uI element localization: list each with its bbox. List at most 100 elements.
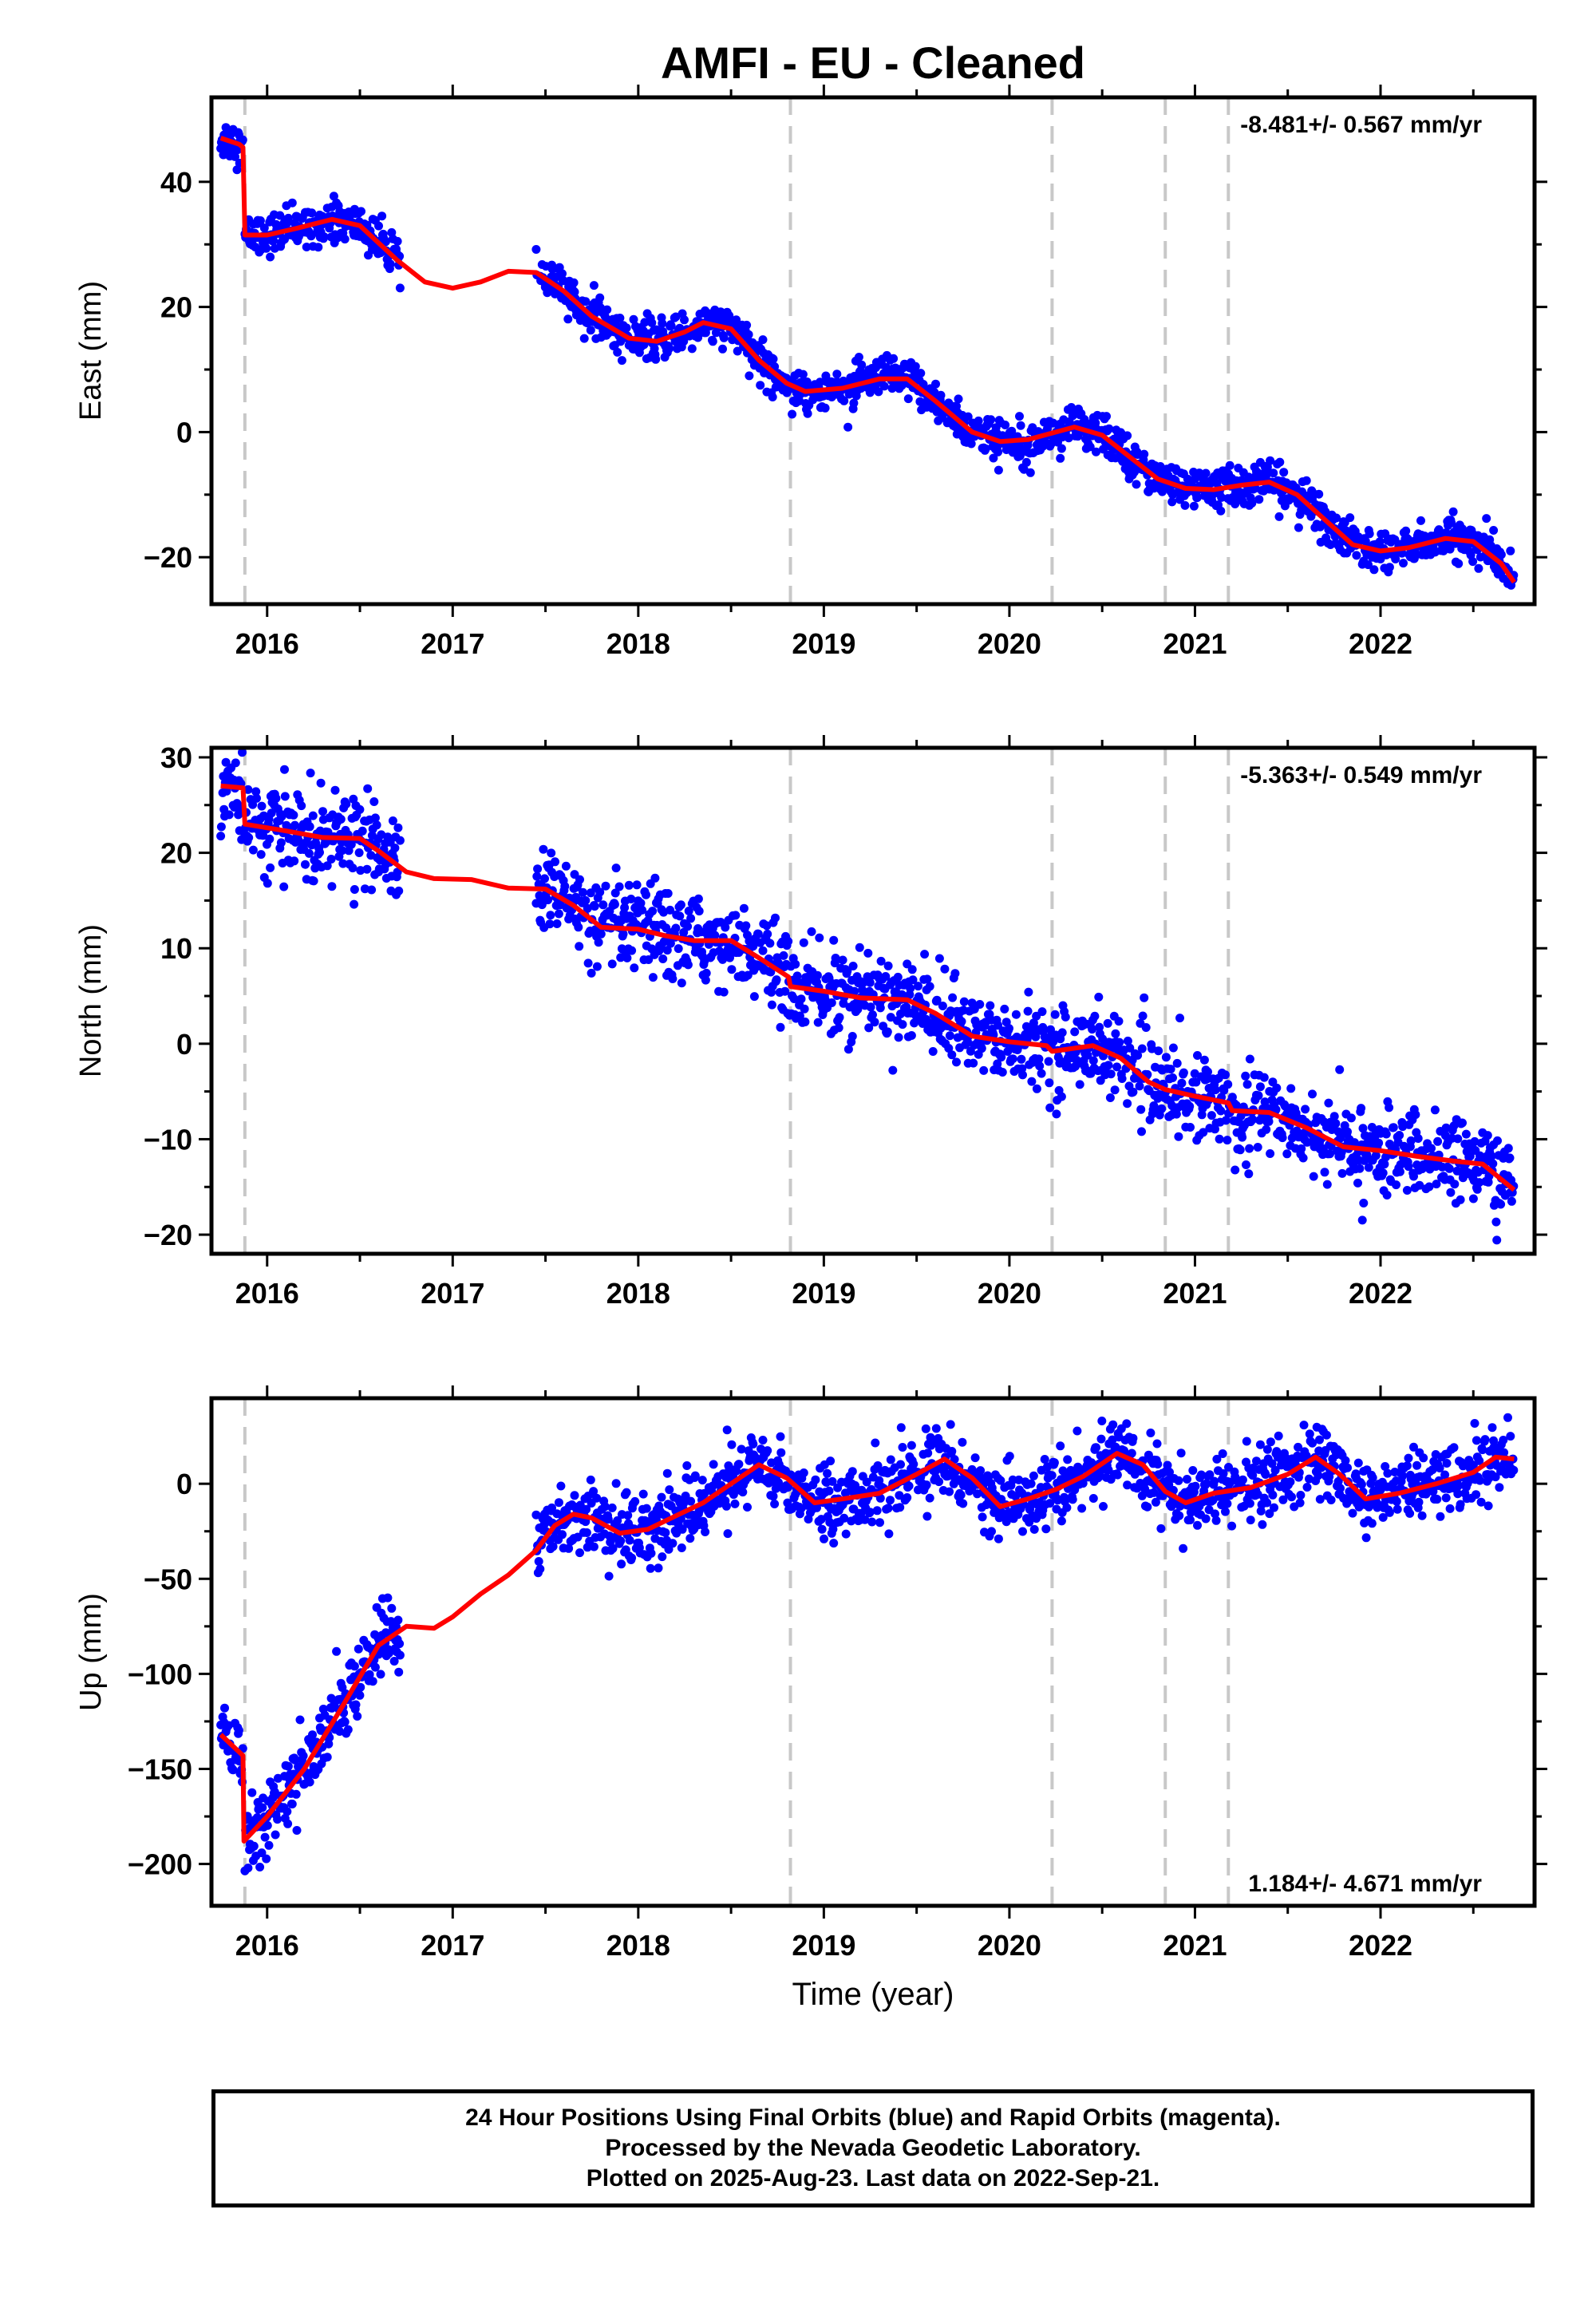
data-point (1151, 1497, 1160, 1507)
data-point (839, 396, 849, 405)
data-point (1115, 1037, 1124, 1047)
data-point (827, 998, 836, 1007)
data-point (1161, 1053, 1171, 1062)
data-point (875, 1476, 884, 1485)
data-point (356, 866, 365, 875)
data-point (1335, 1065, 1345, 1074)
data-point (307, 208, 317, 218)
y-tick-label: 20 (160, 837, 192, 870)
data-point (1468, 1194, 1478, 1203)
data-point (252, 793, 261, 803)
data-point (255, 216, 265, 225)
data-point (583, 958, 593, 968)
data-point (381, 237, 390, 247)
data-point (925, 982, 934, 991)
data-point (1353, 1178, 1362, 1188)
data-point (368, 1677, 377, 1686)
data-point (1077, 1504, 1087, 1513)
data-point (875, 1493, 885, 1503)
x-tick-label: 2017 (421, 1929, 484, 1962)
data-point (946, 1420, 955, 1429)
data-point (1434, 525, 1444, 535)
data-point (603, 1515, 613, 1524)
data-point (642, 1504, 651, 1513)
data-point (883, 1027, 892, 1037)
data-point (394, 886, 404, 895)
data-point (1123, 431, 1132, 441)
data-point (1191, 1077, 1201, 1087)
data-point (737, 1445, 746, 1454)
data-point (266, 863, 275, 872)
data-point (1396, 1160, 1405, 1169)
data-point (1262, 1445, 1272, 1454)
data-point (1210, 1476, 1219, 1486)
data-point (1103, 1018, 1112, 1028)
y-tick-label: −100 (128, 1658, 192, 1690)
data-point (679, 337, 689, 346)
data-point (1393, 1504, 1402, 1514)
data-point (1475, 1456, 1484, 1465)
data-point (1413, 1134, 1423, 1143)
data-point (1472, 1184, 1482, 1194)
data-point (1044, 1057, 1053, 1066)
data-point (679, 1499, 689, 1508)
data-point (1374, 1138, 1384, 1148)
data-point (532, 871, 542, 881)
data-point (904, 1481, 914, 1491)
data-point (1019, 464, 1029, 474)
data-point (1274, 1431, 1283, 1441)
data-point (741, 921, 751, 931)
data-point (831, 954, 840, 962)
data-point (763, 929, 772, 939)
data-point (685, 1534, 695, 1543)
data-point (1143, 1502, 1152, 1512)
data-point (1171, 1109, 1181, 1119)
data-point (1197, 1110, 1207, 1120)
data-point (377, 211, 387, 221)
data-point (743, 1503, 752, 1512)
data-point (589, 1487, 598, 1496)
data-point (693, 894, 703, 903)
data-point (1031, 1032, 1041, 1041)
data-point (1357, 1215, 1367, 1225)
data-point (574, 923, 583, 932)
data-point (687, 344, 697, 354)
data-point (813, 1018, 823, 1027)
data-point (220, 1703, 229, 1713)
data-point (1021, 457, 1031, 467)
data-point (1057, 1028, 1067, 1037)
data-point (1146, 1429, 1156, 1437)
data-point (668, 974, 678, 983)
data-point (755, 1467, 764, 1476)
data-point (362, 864, 372, 874)
data-point (360, 884, 369, 894)
data-point (283, 1761, 293, 1771)
data-point (1179, 1068, 1188, 1077)
data-point (1096, 1434, 1106, 1444)
data-point (686, 914, 696, 923)
data-point (262, 243, 271, 253)
data-point (1357, 1480, 1366, 1489)
data-point (1125, 1381, 1134, 1390)
data-point (863, 948, 873, 958)
data-point (867, 1517, 877, 1527)
data-point (244, 833, 254, 843)
data-point (624, 880, 634, 890)
data-point (843, 1045, 853, 1054)
data-point (730, 1499, 740, 1508)
data-point (592, 1493, 602, 1503)
data-point (879, 381, 889, 391)
data-point (1073, 1426, 1082, 1436)
data-point (847, 1032, 857, 1041)
data-point (1381, 1462, 1390, 1471)
data-point (563, 314, 573, 324)
data-point (832, 370, 842, 379)
data-point (301, 860, 310, 869)
data-point (374, 221, 383, 231)
data-point (758, 946, 768, 955)
data-point (838, 955, 847, 965)
data-point (734, 1460, 744, 1469)
data-point (888, 1065, 898, 1075)
data-point (531, 245, 541, 254)
data-point (1242, 1080, 1252, 1089)
